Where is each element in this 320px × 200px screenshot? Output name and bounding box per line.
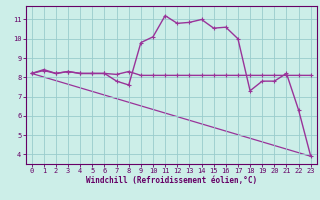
- X-axis label: Windchill (Refroidissement éolien,°C): Windchill (Refroidissement éolien,°C): [86, 176, 257, 185]
